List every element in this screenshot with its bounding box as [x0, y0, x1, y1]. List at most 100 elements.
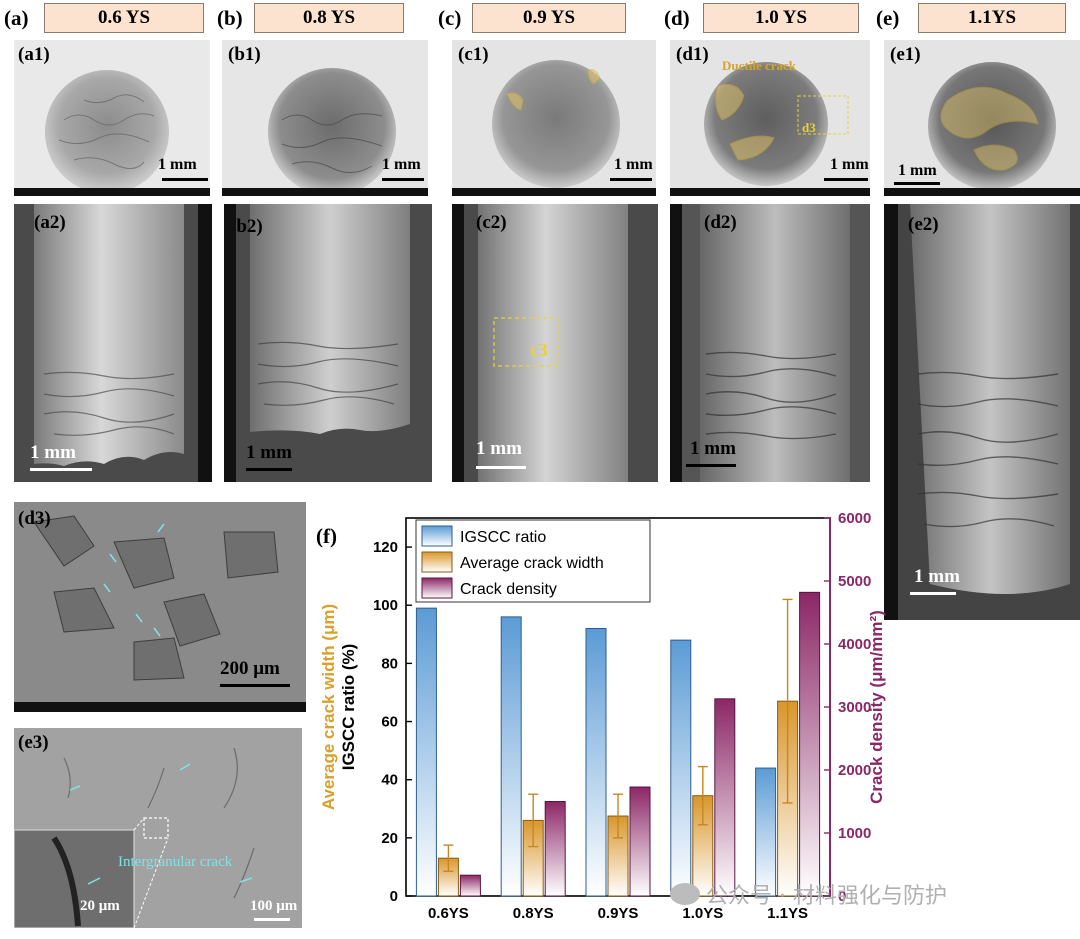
watermark: 公众号 · 材料强化与防护 — [670, 878, 947, 910]
bar-crack-density — [544, 801, 566, 897]
info-bar-c1 — [452, 188, 656, 196]
scale-bar-e3 — [254, 918, 290, 921]
x-tick-label: 1.1YS — [767, 905, 808, 922]
panel-label-c2: (c2) — [476, 212, 507, 233]
side-image-c2: (c2) c3 1 mm — [452, 204, 658, 482]
scale-text-e1: 1 mm — [898, 162, 937, 179]
scale-text-b1: 1 mm — [382, 156, 421, 173]
x-tick-label: 0.9YS — [598, 905, 639, 922]
bar-crack-density — [459, 874, 481, 897]
scale-bar-d2 — [686, 464, 736, 467]
right-tick-label: 2000 — [838, 762, 871, 779]
y-axis-label-left: IGSCC ratio (%) — [339, 644, 358, 771]
image-e3: (e3) Intergranular crack 20 μm 100 μm — [14, 728, 302, 928]
watermark-text: 公众号 · 材料强化与防护 — [706, 884, 947, 909]
c3-box-label: c3 — [530, 340, 548, 361]
fracture-image-e1: (e1) 1 mm — [884, 40, 1080, 196]
info-bar-b2 — [224, 204, 236, 482]
wechat-icon — [670, 883, 700, 905]
scale-text-e3: 100 μm — [250, 898, 298, 914]
panel-label-b1: (b1) — [228, 44, 261, 65]
side-image-a2: (a2) 1 mm — [14, 204, 212, 482]
info-bar-d3 — [14, 702, 306, 712]
bar-igscc-ratio — [670, 639, 692, 897]
info-bar-b1 — [222, 188, 428, 196]
bar-crack-density — [714, 698, 736, 897]
scale-text-b2: 1 mm — [246, 442, 292, 463]
panel-label-d3: (d3) — [18, 508, 51, 529]
header-letter-b: (b) — [217, 6, 243, 30]
legend-swatch — [421, 525, 453, 547]
legend-swatch — [421, 551, 453, 573]
panel-label-e1: (e1) — [890, 44, 921, 65]
right-tick-label: 1000 — [838, 825, 871, 842]
x-tick-label: 0.8YS — [513, 905, 554, 922]
side-image-b2: (b2) 1 mm — [224, 204, 432, 482]
legend-box — [415, 519, 651, 603]
chart-f: 0 20 40 60 80 100 120 0 1000 2000 3000 4000 5000 6000… — [310, 504, 890, 934]
intergranular-crack-annotation: Intergranular crack — [118, 854, 233, 870]
info-bar-e2 — [884, 204, 898, 620]
right-tick-label: 3000 — [838, 699, 871, 716]
fracture-image-c1: (c1) 1 mm — [452, 40, 656, 196]
info-bar-d1 — [670, 188, 870, 196]
scale-text-c2: 1 mm — [476, 438, 522, 459]
legend-label: Average crack width — [460, 555, 604, 572]
info-bar-d2 — [670, 204, 682, 482]
panel-label-a2: (a2) — [34, 212, 66, 233]
header-box-d: 1.0 YS — [703, 3, 859, 33]
scale-text-a2: 1 mm — [30, 442, 76, 463]
header-letter-a: (a) — [4, 6, 29, 30]
scale-text-d1: 1 mm — [830, 156, 869, 173]
left-tick-label: 60 — [381, 714, 398, 731]
scale-bar-d3 — [220, 684, 290, 687]
legend-swatch — [421, 577, 453, 599]
bar-igscc-ratio — [500, 616, 522, 897]
panel-label-d1: (d1) — [676, 44, 709, 65]
panel-label-e2: (e2) — [908, 214, 939, 235]
header-letter-c: (c) — [438, 6, 462, 30]
bar-crack-density — [629, 786, 651, 897]
header-box-b: 0.8 YS — [254, 3, 404, 33]
scale-bar-d1 — [824, 178, 868, 181]
legend-label: Crack density — [460, 581, 557, 598]
left-tick-label: 100 — [373, 597, 398, 614]
side-image-e2: (e2) 1 mm — [884, 204, 1080, 620]
fracture-image-d1: (d1) Ductile crack d3 1 mm — [670, 40, 870, 196]
header-box-e: 1.1YS — [918, 3, 1066, 33]
scale-bar-a2 — [30, 468, 92, 471]
right-tick-label: 5000 — [838, 573, 871, 590]
left-tick-label: 80 — [381, 655, 398, 672]
side-image-d2: (d2) 1 mm — [670, 204, 870, 482]
scale-bar-a1 — [162, 178, 208, 181]
fracture-image-a1: (a1) 1 mm — [14, 40, 210, 196]
scale-text-c1: 1 mm — [614, 156, 653, 173]
bar-igscc-ratio — [585, 627, 607, 897]
bar-igscc-ratio — [755, 767, 777, 897]
panel-label-a1: (a1) — [18, 44, 50, 65]
chart-panel-label: (f) — [316, 524, 337, 548]
ductile-crack-annotation: Ductile crack — [722, 58, 797, 73]
scale-text-d3: 200 μm — [220, 658, 280, 679]
right-tick-label: 0 — [838, 888, 846, 905]
x-tick-label: 1.0YS — [682, 905, 723, 922]
legend-label: IGSCC ratio — [460, 529, 546, 546]
image-d3: (d3) 200 μm — [14, 502, 306, 712]
panel-label-b2: (b2) — [230, 216, 263, 237]
x-tick-label: 0.6YS — [428, 905, 469, 922]
panel-label-d2: (d2) — [704, 212, 737, 233]
info-bar-a2 — [198, 204, 212, 482]
left-tick-label: 40 — [381, 772, 398, 789]
header-letter-d: (d) — [664, 6, 690, 30]
scale-bar-c2 — [476, 466, 526, 469]
scale-text-e2: 1 mm — [914, 566, 960, 587]
y-axis-label-right: Crack density (μm/mm²) — [867, 610, 886, 804]
scale-bar-e1 — [894, 182, 940, 185]
info-bar-e1 — [884, 188, 1080, 196]
scale-bar-e2 — [910, 592, 956, 595]
scale-bar-c1 — [610, 178, 652, 181]
left-tick-label: 120 — [373, 539, 398, 556]
right-tick-label: 4000 — [838, 636, 871, 653]
scale-text-a1: 1 mm — [158, 156, 197, 173]
header-box-a: 0.6 YS — [44, 3, 204, 33]
